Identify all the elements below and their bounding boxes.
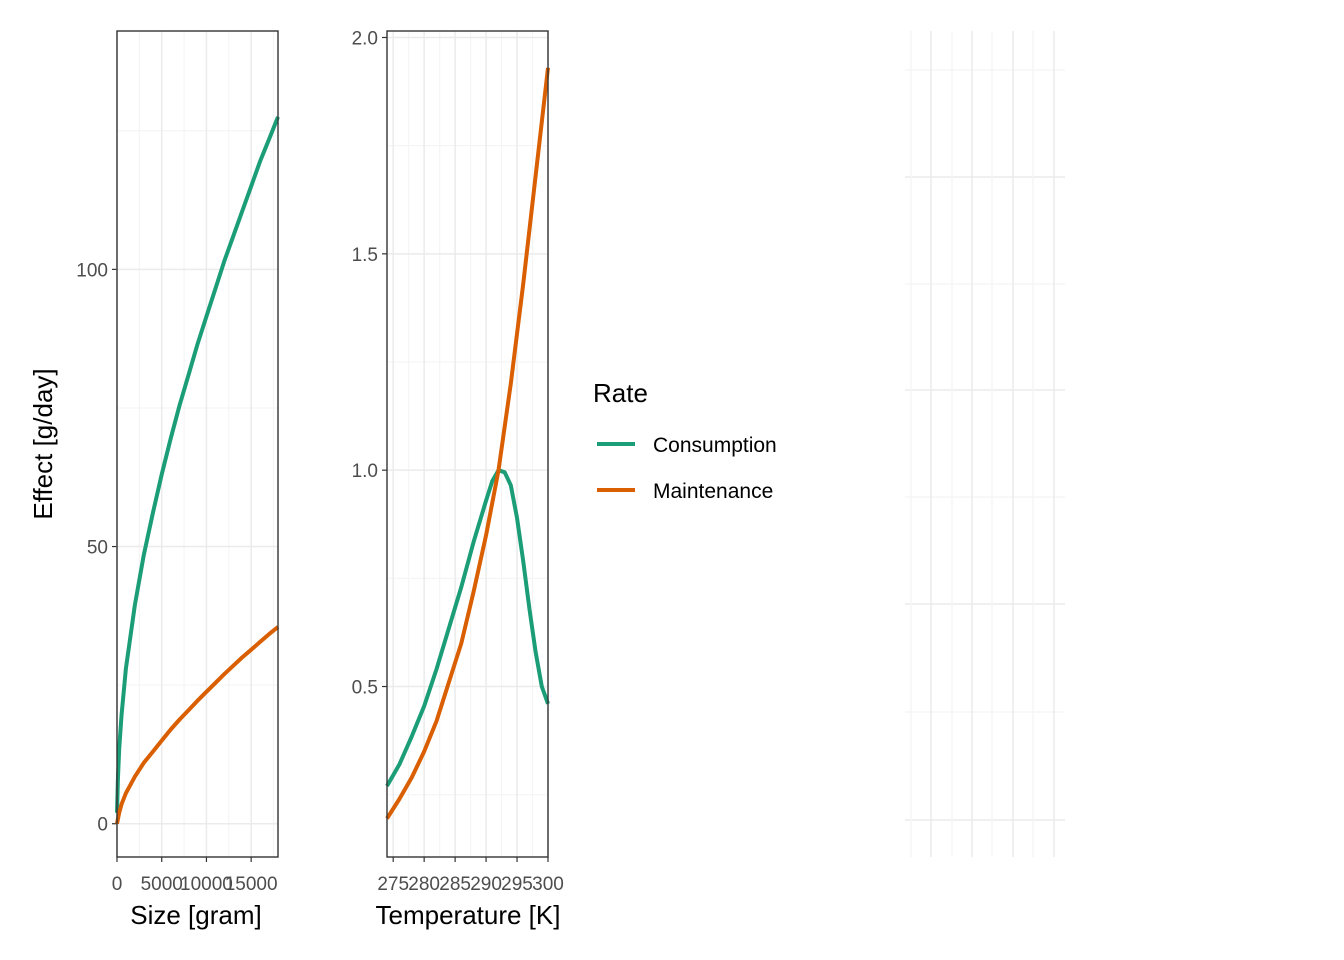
empty-panel [905, 31, 1065, 857]
temperature-y-tick-label: 1.5 [352, 245, 378, 266]
temperature-effect-panel: 0.5 1.0 1.5 2.0 275 280 285 290 295 300 [352, 28, 564, 895]
size-series-consumption [115, 116, 280, 813]
size-x-axis-title: Size [gram] [130, 900, 262, 930]
size-x-tick-label: 5000 [141, 874, 183, 895]
y-axis-title: Effect [g/day] [28, 368, 58, 519]
temperature-x-tick-label: 300 [532, 874, 564, 895]
legend: Rate Consumption Maintenance [593, 378, 777, 503]
temperature-x-axis-title: Temperature [K] [376, 900, 561, 930]
temperature-y-tick-label: 1.0 [352, 461, 378, 482]
temperature-series-consumption [385, 468, 550, 787]
temperature-x-tick-label: 285 [439, 874, 471, 895]
temperature-y-tick-label: 2.0 [352, 28, 378, 49]
size-x-tick-label: 15000 [225, 874, 278, 895]
size-y-tick-label: 100 [76, 260, 108, 281]
size-y-tick-label: 50 [87, 538, 108, 559]
temperature-x-tick-label: 295 [501, 874, 533, 895]
size-x-tick-label: 0 [112, 874, 123, 895]
size-panel-border [116, 30, 279, 858]
temperature-x-tick-label: 275 [377, 874, 409, 895]
size-series-maintenance [115, 625, 280, 825]
temperature-y-tick-label: 0.5 [352, 678, 378, 699]
temperature-panel-border [386, 30, 549, 858]
temperature-x-tick-label: 290 [470, 874, 502, 895]
size-x-tick-label: 10000 [180, 874, 233, 895]
temperature-x-tick-label: 280 [408, 874, 440, 895]
legend-label-consumption: Consumption [653, 434, 777, 457]
size-y-tick-label: 0 [97, 815, 108, 836]
legend-title: Rate [593, 378, 648, 408]
temperature-series-maintenance [385, 67, 550, 820]
legend-label-maintenance: Maintenance [653, 480, 773, 503]
